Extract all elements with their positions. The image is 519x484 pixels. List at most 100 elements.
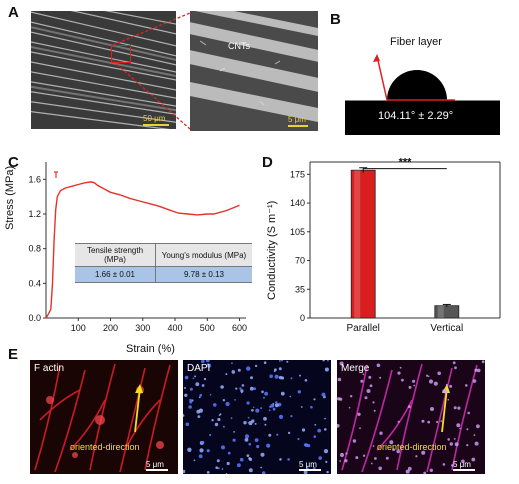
nucleus-dot [233, 431, 235, 433]
nucleus-dot [189, 387, 193, 391]
panel-a-label: A [8, 4, 19, 21]
nucleus-dot [276, 433, 279, 436]
nucleus-dot [254, 364, 258, 368]
nucleus-dot [449, 442, 453, 446]
nucleus-dot [235, 387, 238, 390]
nucleus-dot [254, 438, 259, 442]
nucleus-dot [214, 422, 219, 427]
nucleus-dot [191, 399, 194, 402]
nucleus-dot [201, 384, 205, 387]
nucleus-dot [201, 440, 205, 445]
nucleus-dot [251, 419, 255, 423]
nucleus-dot [272, 407, 276, 411]
nucleus-dot [476, 368, 481, 373]
nucleus-dot [280, 360, 284, 362]
nucleus-dot [427, 375, 430, 378]
stress-strain-chart: 0.0 0.4 0.8 1.2 1.6 100 200 300 400 500 600 [28, 162, 247, 333]
nucleus-dot [397, 420, 400, 423]
nucleus-dot [239, 387, 242, 390]
nucleus-dot [266, 443, 271, 448]
category-label: Parallel [347, 323, 380, 334]
nucleus-dot [252, 406, 255, 409]
nucleus-dot [189, 398, 192, 402]
nucleus-dot [474, 368, 478, 372]
nucleus-dot [246, 401, 250, 405]
nucleus-dot [240, 389, 244, 393]
nucleus-dot [217, 417, 221, 422]
scale-label: 5 μm [453, 460, 471, 469]
nucleus-dot [286, 360, 289, 363]
nucleus-dot [372, 401, 375, 404]
y-tick-label: 0.8 [28, 244, 41, 254]
nucleus-dot [376, 363, 381, 368]
nucleus-dot [364, 396, 368, 400]
nucleus-dot [209, 393, 212, 396]
nucleus-dot [234, 399, 236, 401]
nucleus-dot [318, 456, 322, 460]
table-cell: 1.66 ± 0.01 [75, 266, 156, 283]
nucleus-dot [389, 440, 394, 445]
nucleus-dot [260, 452, 265, 457]
nucleus-dot [263, 416, 267, 421]
nucleus-dot [397, 371, 401, 375]
y-axis-label: Conductivity (S m⁻¹) [266, 200, 278, 300]
nucleus-dot [378, 466, 382, 471]
nucleus-dot [250, 376, 253, 380]
nucleus-dot [369, 384, 373, 388]
nucleus-dot [314, 423, 317, 426]
nucleus-dot [237, 463, 241, 468]
nucleus-dot [192, 377, 195, 380]
y-tick-label: 0.0 [28, 313, 41, 323]
nucleus-dot [280, 391, 285, 396]
nucleus-dot [194, 375, 197, 378]
nucleus-dot [268, 433, 272, 437]
nucleus-dot [279, 360, 281, 362]
nucleus-dot [339, 361, 344, 366]
nucleus-dot [433, 381, 438, 386]
nucleus-dot [317, 428, 322, 433]
scale-bar [288, 125, 308, 127]
nucleus-dot [248, 442, 252, 446]
nucleus-dot [413, 384, 416, 387]
nucleus-dot [290, 377, 293, 380]
nucleus-dot [196, 409, 201, 414]
nucleus-dot [254, 422, 257, 425]
nucleus-dot [269, 374, 273, 379]
nucleus-dot [300, 406, 303, 408]
nucleus-dot [232, 438, 236, 442]
nucleus-dot [472, 379, 477, 383]
scale-label: 5 μm [146, 460, 164, 469]
nucleus-dot [385, 456, 389, 460]
nucleus-dot [379, 376, 382, 379]
nucleus-dot [246, 366, 251, 371]
x-tick-label: 100 [71, 323, 86, 333]
nucleus-dot [337, 424, 340, 428]
nucleus-dot [313, 398, 316, 401]
nucleus-dot [366, 389, 371, 393]
nucleus-dot [198, 454, 203, 459]
nucleus-dot [241, 384, 245, 387]
nucleus-dot [345, 452, 348, 455]
bar-highlight [437, 305, 444, 318]
nucleus-dot [248, 468, 253, 473]
zoom-box [111, 45, 131, 63]
nucleus-dot [263, 396, 265, 399]
nucleus-dot [289, 395, 292, 398]
fluor-image-dapi: DAPI 5 μm [183, 360, 331, 474]
nucleus-dot [268, 409, 271, 412]
nucleus-dot [445, 383, 448, 386]
nucleus-dot [466, 428, 469, 431]
nucleus-dot [303, 470, 308, 474]
nucleus-dot [278, 367, 282, 371]
nucleus-dot [465, 384, 468, 387]
nucleus-dot [437, 371, 441, 376]
nucleus-dot [256, 444, 260, 449]
nucleus-dot [456, 423, 461, 428]
nucleus-dot [287, 431, 291, 435]
nucleus-dot [461, 459, 465, 464]
nucleus-dot [370, 462, 373, 465]
panel-e-label: E [8, 346, 19, 363]
nucleus-dot [215, 466, 218, 469]
nucleus-dot [185, 422, 190, 427]
nucleus-dot [198, 396, 201, 399]
